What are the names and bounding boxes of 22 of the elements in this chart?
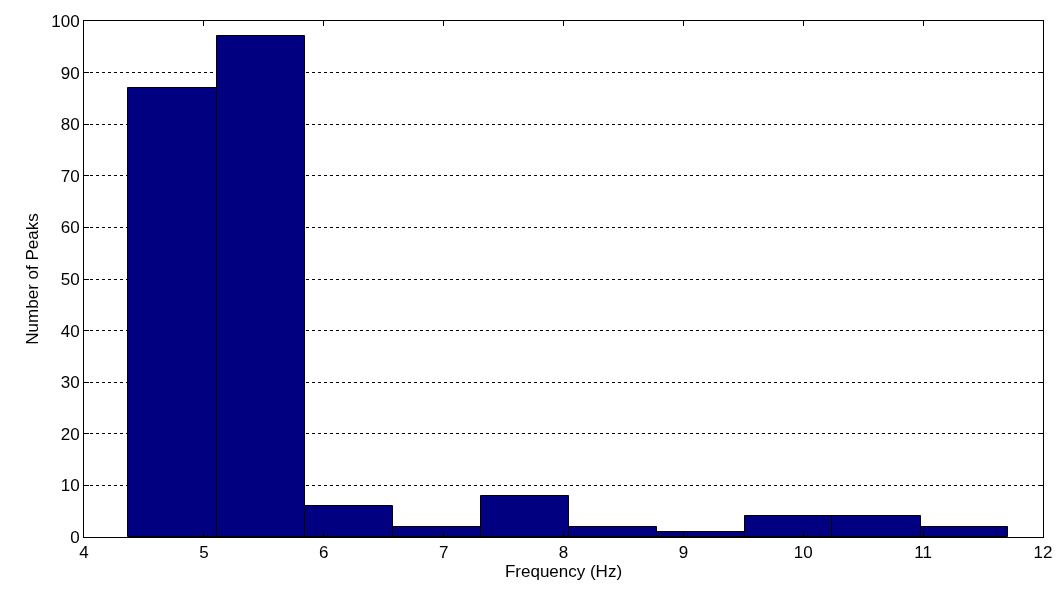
y-tick-label: 40 [60,321,80,341]
x-tick-label: 9 [678,543,689,563]
x-tick-label: 6 [319,543,329,563]
y-tick-label: 0 [70,527,80,547]
y-tick-label: 30 [60,373,80,393]
x-tick-label: 8 [558,543,569,563]
x-axis-title: Frequency (Hz) [504,562,623,582]
y-axis-title: Number of Peaks [22,213,42,345]
x-tick-label: 12 [1033,543,1053,563]
y-tick-label: 90 [60,63,80,83]
x-tick-label: 4 [79,543,89,563]
y-tick-label: 20 [60,424,80,444]
y-tick-label: 70 [60,166,80,186]
x-tick-label: 11 [914,543,932,563]
x-tick-label: 7 [438,543,449,563]
y-tick-label: 50 [60,269,80,289]
y-tick-label: 80 [60,115,80,135]
y-tick-label: 60 [60,218,80,238]
y-tick-label: 10 [60,476,80,496]
y-tick-label: 100 [51,11,80,31]
x-tick-label: 5 [199,543,209,563]
x-tick-label: 10 [793,543,813,563]
